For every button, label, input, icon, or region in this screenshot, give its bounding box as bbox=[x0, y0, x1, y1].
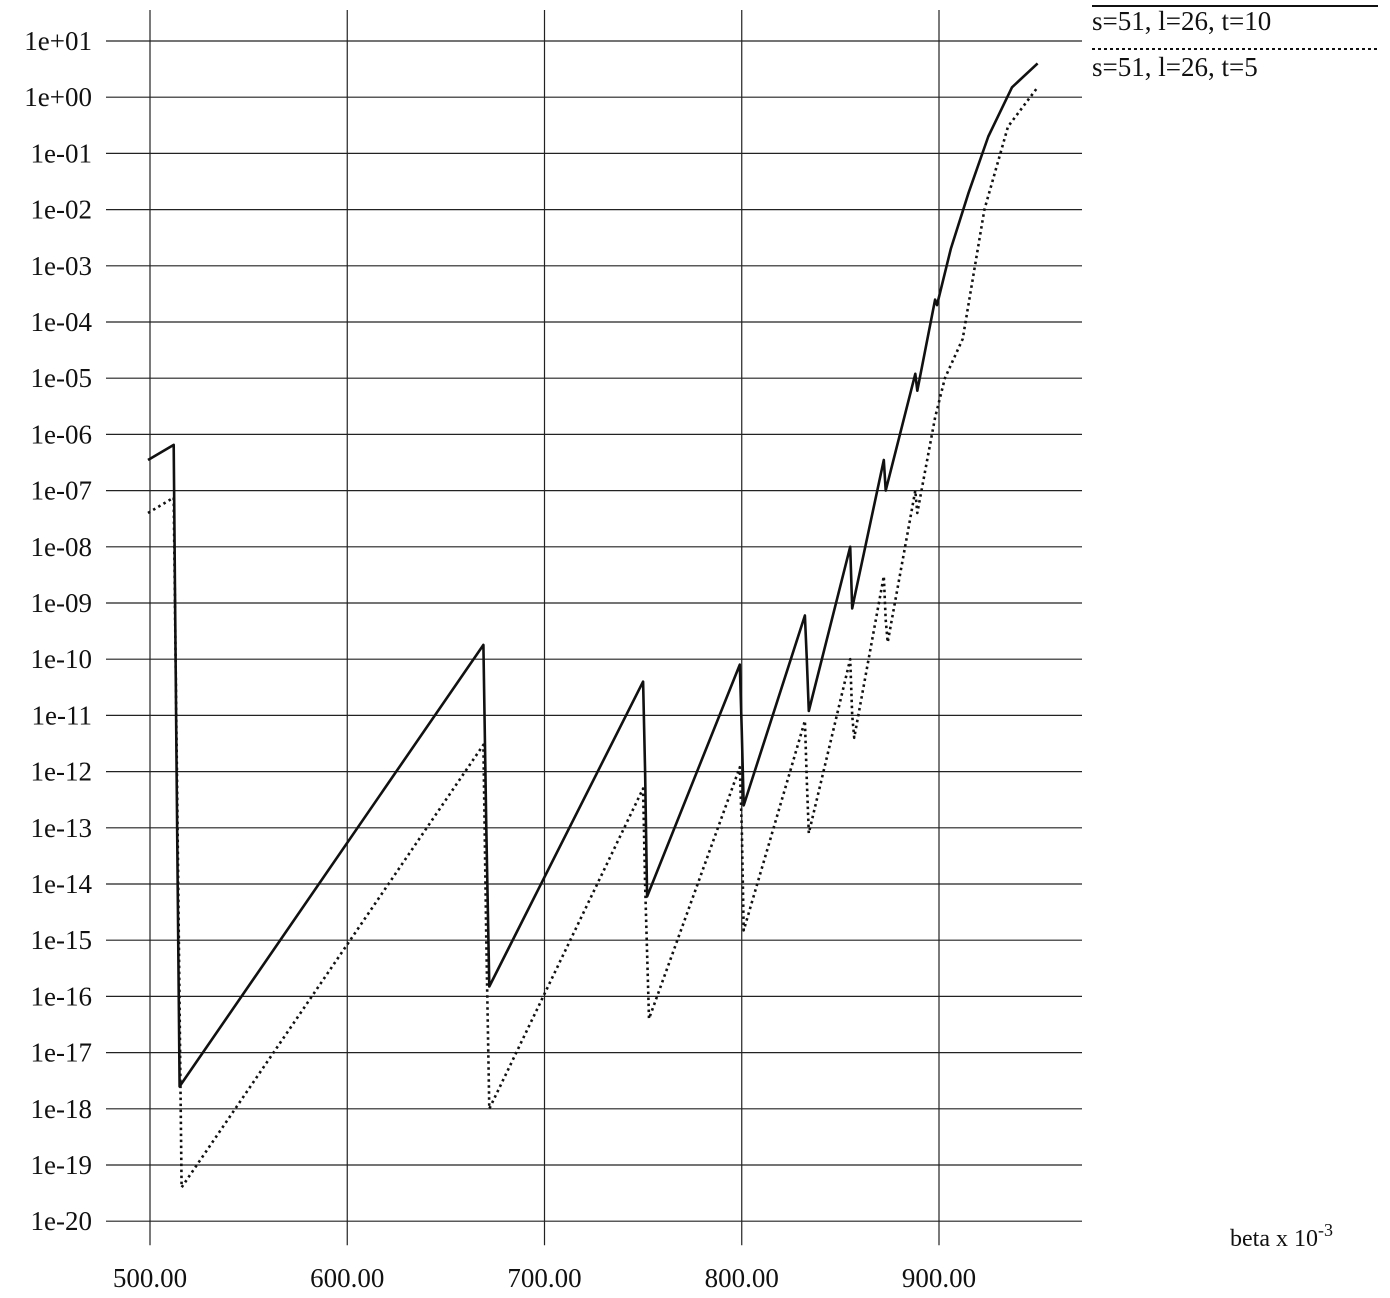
y-tick-label: 1e-10 bbox=[31, 644, 92, 674]
legend-entry: s=51, l=26, t=5 bbox=[1092, 52, 1258, 82]
legend: s=51, l=26, t=10 s=51, l=26, t=5 bbox=[1092, 5, 1378, 82]
series-line-t5 bbox=[147, 86, 1039, 1189]
grid bbox=[106, 10, 1082, 1246]
y-tick-label: 1e-03 bbox=[31, 251, 92, 281]
y-tick-label: 1e-15 bbox=[31, 925, 92, 955]
x-tick-label: 600.00 bbox=[310, 1263, 384, 1293]
x-tick-label: 900.00 bbox=[902, 1263, 976, 1293]
y-tick-label: 1e-16 bbox=[31, 981, 92, 1011]
axes: 1e+01 1e+00 1e-01 1e-02 1e-03 1e-04 1e-05 1e-06… bbox=[24, 26, 976, 1293]
y-tick-label: 1e-12 bbox=[31, 757, 92, 787]
x-axis-label: beta x 10-3 bbox=[1230, 1220, 1333, 1252]
y-tick-label: 1e-19 bbox=[31, 1150, 92, 1180]
y-tick-label: 1e-13 bbox=[31, 813, 92, 843]
x-axis-title: beta x 10-3 bbox=[1230, 1220, 1333, 1252]
y-tick-label: 1e-20 bbox=[31, 1206, 92, 1236]
y-tick-label: 1e-14 bbox=[31, 869, 93, 899]
y-tick-label: 1e+00 bbox=[24, 82, 92, 112]
x-tick-label: 700.00 bbox=[507, 1263, 581, 1293]
series-line-t10 bbox=[147, 62, 1039, 1088]
y-tick-label: 1e-04 bbox=[31, 307, 93, 337]
y-tick-label: 1e-01 bbox=[31, 138, 92, 168]
y-tick-label: 1e-09 bbox=[31, 588, 92, 618]
y-tick-label: 1e-08 bbox=[31, 532, 92, 562]
y-tick-label: 1e-06 bbox=[31, 419, 92, 449]
y-tick-label: 1e-05 bbox=[31, 363, 92, 393]
y-tick-label: 1e-07 bbox=[31, 476, 92, 506]
x-tick-label: 500.00 bbox=[113, 1263, 187, 1293]
x-tick-label: 800.00 bbox=[705, 1263, 779, 1293]
y-tick-label: 1e+01 bbox=[24, 26, 92, 56]
legend-entry: s=51, l=26, t=10 bbox=[1092, 6, 1271, 36]
y-tick-label: 1e-18 bbox=[31, 1094, 92, 1124]
y-tick-label: 1e-02 bbox=[31, 195, 92, 225]
series-lines bbox=[147, 62, 1039, 1189]
x-axis-label-exponent: -3 bbox=[1318, 1220, 1333, 1240]
x-axis-label-text: beta x 10 bbox=[1230, 1226, 1318, 1252]
y-tick-label: 1e-17 bbox=[31, 1038, 92, 1068]
y-tick-label: 1e-11 bbox=[32, 700, 92, 730]
